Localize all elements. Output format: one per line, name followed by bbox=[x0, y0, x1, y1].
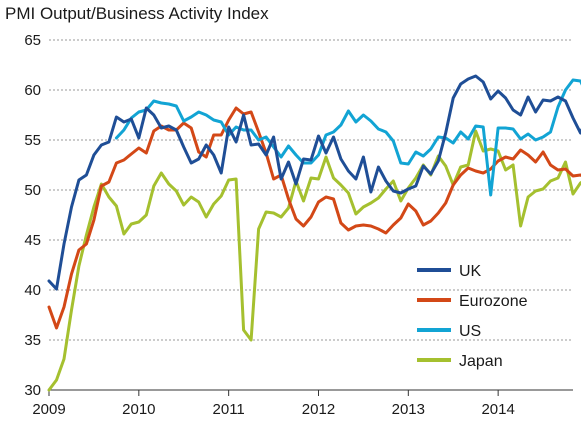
x-tick-label: 2011 bbox=[213, 401, 245, 418]
legend-label-japan: Japan bbox=[459, 353, 503, 370]
y-tick-label: 65 bbox=[24, 32, 41, 49]
y-tick-label: 50 bbox=[24, 182, 41, 199]
x-tick-label: 2009 bbox=[32, 401, 65, 418]
x-tick-label: 2014 bbox=[481, 401, 514, 418]
chart-title: PMI Output/Business Activity Index bbox=[5, 4, 269, 23]
y-tick-label: 55 bbox=[24, 132, 41, 149]
y-tick-label: 60 bbox=[24, 82, 41, 99]
y-tick-label: 35 bbox=[24, 332, 41, 349]
series-lines bbox=[47, 74, 581, 392]
y-tick-label: 45 bbox=[24, 232, 41, 249]
legend-label-us: US bbox=[459, 323, 481, 340]
legend-label-eurozone: Eurozone bbox=[459, 293, 528, 310]
series-line-us bbox=[114, 78, 581, 197]
series-line-eurozone bbox=[47, 106, 581, 330]
y-tick-label: 40 bbox=[24, 282, 41, 299]
x-tick-label: 2013 bbox=[392, 401, 425, 418]
y-axis: 30 35 40 45 50 55 60 65 bbox=[24, 32, 41, 399]
y-tick-label: 30 bbox=[24, 382, 41, 399]
x-tick-label: 2012 bbox=[302, 401, 335, 418]
legend: UK Eurozone US Japan bbox=[417, 263, 528, 370]
series-line-japan bbox=[47, 129, 581, 392]
x-axis: 2009 2010 2011 2012 2013 2014 bbox=[32, 389, 573, 418]
series-line-uk bbox=[47, 74, 581, 291]
x-tick-label: 2010 bbox=[122, 401, 155, 418]
legend-label-uk: UK bbox=[459, 263, 482, 280]
